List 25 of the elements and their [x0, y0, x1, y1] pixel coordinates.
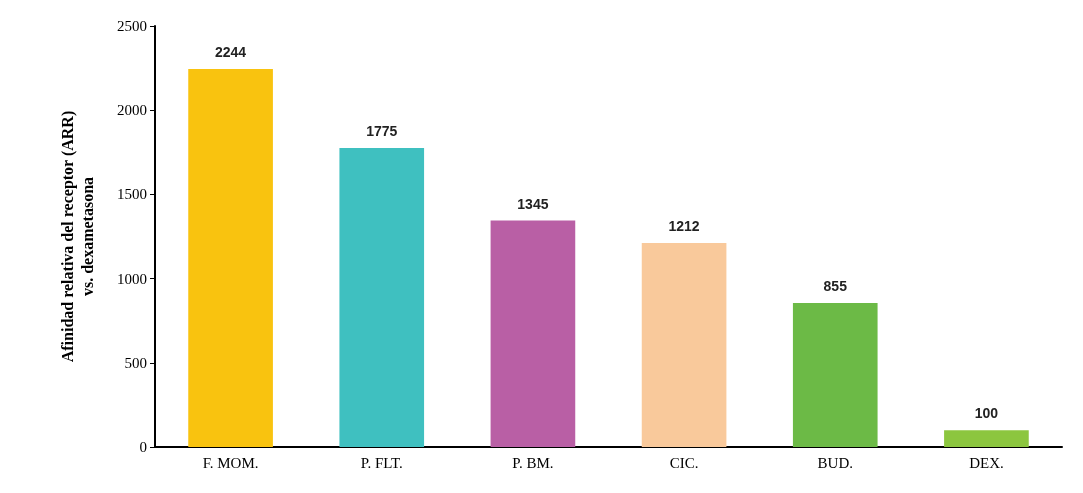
data-label: 2244 — [215, 44, 247, 61]
x-tick-label: P. BM. — [512, 454, 554, 471]
x-tick-label: BUD. — [817, 454, 853, 471]
y-tick-label: 0 — [139, 439, 147, 455]
y-tick-label: 2500 — [117, 18, 147, 34]
y-axis-title: Afinidad relativa del receptor (ARR) vs. dexametasona — [58, 110, 96, 363]
bar — [944, 430, 1029, 447]
x-tick-label: CIC. — [669, 454, 699, 471]
bar — [490, 220, 576, 447]
data-label: 855 — [823, 278, 848, 295]
x-tick-label: P. FLT. — [360, 454, 403, 471]
x-tick-label: F. MOM. — [202, 454, 259, 471]
x-tick-label: DEX. — [969, 454, 1004, 471]
bar — [188, 69, 273, 447]
data-label: 100 — [974, 405, 999, 422]
y-tick-label: 500 — [124, 354, 147, 371]
bar — [792, 303, 878, 447]
y-tick-label: 2000 — [117, 102, 147, 119]
y-tick-label: 1500 — [117, 186, 147, 203]
data-label: 1345 — [517, 195, 549, 212]
data-label: 1775 — [366, 123, 398, 140]
y-tick-label: 1000 — [117, 270, 147, 287]
data-label: 1212 — [668, 217, 700, 234]
bar — [339, 148, 425, 447]
bar — [641, 242, 727, 447]
